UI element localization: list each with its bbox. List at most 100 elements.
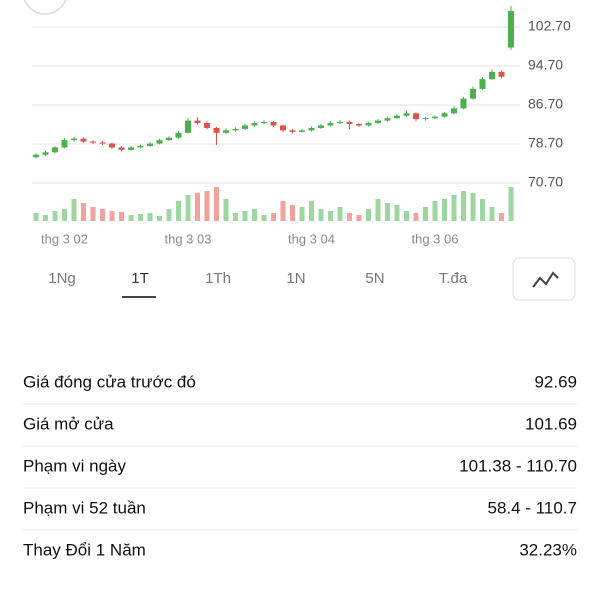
- candle-body: [147, 143, 153, 146]
- volume-bar: [508, 187, 514, 221]
- candle-body: [508, 10, 514, 48]
- volume-bar: [423, 207, 428, 221]
- candle-body: [356, 124, 362, 126]
- candle-body: [80, 138, 87, 142]
- top-button[interactable]: [23, 0, 67, 15]
- candle-body: [384, 118, 391, 121]
- candle-body: [394, 115, 400, 119]
- y-tick-label: 86.70: [528, 96, 563, 112]
- volume-bar: [195, 193, 200, 221]
- volume-bar: [81, 203, 86, 221]
- stat-label: Giá đóng cửa trước đó: [23, 372, 196, 391]
- volume-bar: [318, 209, 324, 221]
- volume-bar: [290, 205, 295, 221]
- volume-bar: [71, 199, 77, 221]
- candle-body: [375, 120, 381, 124]
- candle-body: [118, 147, 125, 150]
- volume-bar: [499, 213, 504, 221]
- candle-body: [470, 88, 476, 99]
- volume-bar: [451, 195, 457, 221]
- y-tick-label: 102.70: [528, 18, 571, 34]
- volume-bar: [366, 209, 371, 221]
- volume-bar: [261, 215, 267, 221]
- candle-body: [308, 127, 315, 131]
- volume-bar: [385, 203, 390, 221]
- volume-bar: [147, 213, 153, 221]
- candle-body: [318, 125, 324, 128]
- period-tab[interactable]: 1Th: [205, 270, 231, 287]
- period-tab[interactable]: 1T: [131, 270, 149, 287]
- period-tab[interactable]: 1Ng: [48, 270, 76, 287]
- volume-bar: [157, 216, 162, 221]
- volume-bar: [233, 213, 238, 221]
- candle-body: [42, 152, 49, 155]
- volume-bar: [470, 193, 476, 221]
- volume-bar: [214, 187, 219, 221]
- volume-bar: [138, 214, 143, 221]
- candle-body: [489, 71, 495, 80]
- volume-bar: [252, 209, 257, 221]
- candle-body: [270, 122, 277, 126]
- candle-body: [175, 132, 182, 138]
- candle-body: [403, 113, 410, 116]
- candle-body: [242, 125, 248, 129]
- candle-body: [109, 143, 115, 148]
- candle-body: [460, 98, 467, 109]
- volume-bar: [394, 205, 400, 221]
- stat-value: 101.38 - 110.70: [459, 456, 577, 475]
- x-tick-label: thg 3 06: [412, 231, 459, 246]
- volume-bar: [128, 215, 134, 221]
- line-icon: [532, 271, 559, 288]
- candle-body: [251, 123, 258, 126]
- stat-label: Phạm vi 52 tuần: [23, 498, 146, 517]
- volume-bar: [309, 201, 314, 221]
- candle-body: [327, 123, 334, 126]
- candle-body: [204, 123, 210, 128]
- volume-bar: [337, 207, 343, 221]
- volume-bar: [461, 191, 466, 221]
- candle-body: [166, 137, 172, 141]
- period-tab[interactable]: 1N: [286, 270, 305, 287]
- volume-bar: [185, 195, 191, 221]
- candle-body: [185, 120, 191, 133]
- y-tick-label: 70.70: [528, 174, 563, 190]
- stat-value: 92.69: [534, 372, 577, 391]
- volume-bar: [100, 209, 105, 221]
- volume-bar: [166, 209, 172, 221]
- candle-body: [432, 116, 438, 119]
- volume-bar: [442, 199, 447, 221]
- period-tab[interactable]: T.đa: [439, 270, 468, 287]
- candle-body: [451, 108, 457, 114]
- candle-body: [441, 113, 448, 117]
- volume-bar: [356, 215, 362, 221]
- x-tick-label: thg 3 04: [288, 231, 335, 246]
- volume-bar: [176, 201, 181, 221]
- candle-body: [213, 127, 220, 133]
- volume-bar: [413, 213, 419, 221]
- stat-value: 32.23%: [519, 540, 577, 559]
- candle-body: [99, 142, 106, 144]
- candle-body: [261, 122, 267, 124]
- stat-label: Giá mở cửa: [23, 414, 114, 433]
- candle-body: [365, 123, 372, 126]
- volume-bar: [480, 199, 485, 221]
- x-tick-label: thg 3 03: [165, 231, 212, 246]
- volume-bar: [109, 211, 115, 221]
- candle-body: [52, 147, 58, 153]
- volume-bar: [119, 212, 124, 221]
- volume-bar: [33, 213, 39, 221]
- volume-bar: [90, 207, 96, 221]
- candle-body: [280, 125, 286, 131]
- stat-label: Thay Đổi 1 Năm: [23, 540, 146, 559]
- candle-body: [479, 79, 486, 89]
- candle-body: [422, 118, 429, 120]
- x-tick-label: thg 3 02: [41, 231, 88, 246]
- candle-body: [61, 140, 68, 148]
- candle-body: [156, 140, 163, 144]
- candle-body: [346, 122, 353, 125]
- candle-body: [299, 130, 305, 132]
- candle-body: [289, 130, 296, 132]
- chart-type-button[interactable]: [512, 257, 576, 301]
- stat-value: 58.4 - 110.7: [488, 498, 577, 517]
- period-tab[interactable]: 5N: [365, 270, 384, 287]
